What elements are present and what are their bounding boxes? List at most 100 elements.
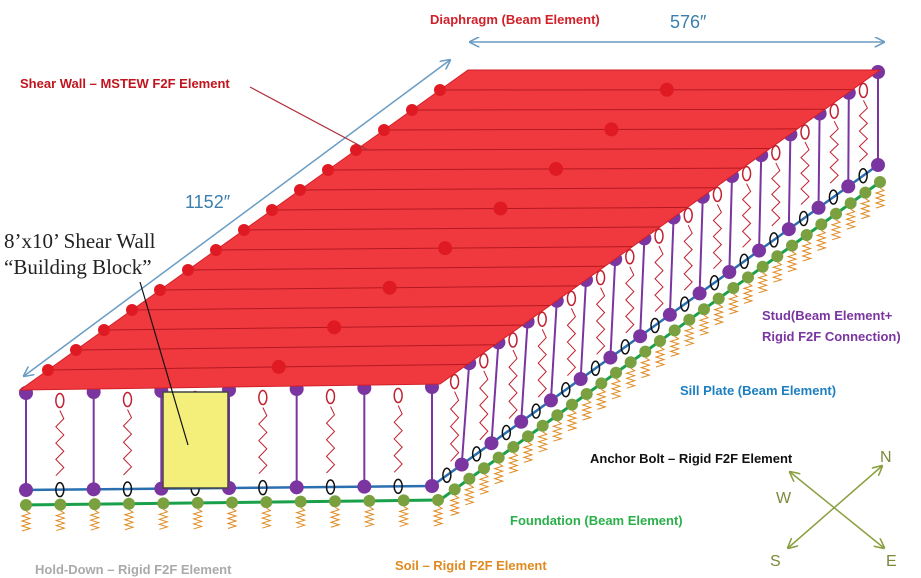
foundation-node	[20, 499, 32, 511]
stud-node	[871, 158, 885, 172]
foundation-node	[727, 282, 739, 294]
stud	[491, 342, 498, 443]
spring	[830, 121, 838, 183]
stud-node	[752, 244, 766, 258]
spring	[597, 288, 605, 355]
spring	[125, 510, 133, 530]
spring	[365, 507, 373, 527]
hold-down	[259, 391, 267, 405]
spring	[228, 509, 236, 529]
node	[266, 204, 278, 216]
spring	[671, 336, 679, 356]
spring	[743, 184, 751, 248]
hold-down	[509, 333, 517, 347]
spring	[194, 509, 202, 529]
spring	[684, 225, 692, 290]
hold-down	[830, 104, 838, 118]
spring	[583, 400, 591, 420]
node	[70, 344, 82, 356]
spring	[56, 511, 64, 531]
foundation-node	[123, 498, 135, 510]
spring	[465, 485, 473, 505]
node	[549, 162, 563, 176]
spring	[567, 308, 575, 375]
hold-down	[626, 250, 634, 264]
stud	[819, 114, 820, 208]
foundation-node	[432, 494, 444, 506]
spring	[509, 453, 517, 473]
stud-node	[290, 480, 304, 494]
foundation-node	[329, 495, 341, 507]
foundation-node	[449, 483, 461, 495]
spring	[22, 511, 30, 531]
hold-down	[56, 394, 64, 408]
hold-down	[394, 389, 402, 403]
foundation-node	[610, 367, 622, 379]
hold-down	[597, 271, 605, 285]
spring	[524, 442, 532, 462]
stud-node	[455, 458, 469, 472]
spring	[832, 220, 840, 240]
stud-node	[841, 179, 855, 193]
spring	[91, 510, 99, 530]
spring	[480, 474, 488, 494]
stud	[521, 322, 527, 422]
foundation-node	[398, 494, 410, 506]
foundation-node	[698, 303, 710, 315]
spring	[817, 230, 825, 250]
spring	[876, 188, 884, 208]
compass-e: E	[886, 553, 897, 570]
label: Anchor Bolt – Rigid F2F Element	[590, 451, 793, 466]
stud-node	[603, 351, 617, 365]
hold-down	[801, 125, 809, 139]
hold-down	[124, 393, 132, 407]
foundation-node	[463, 473, 475, 485]
foundation-node	[757, 261, 769, 273]
spring	[259, 408, 267, 474]
node	[438, 241, 452, 255]
spring	[509, 350, 517, 419]
spring	[597, 389, 605, 409]
foundation-node	[654, 335, 666, 347]
hold-down	[684, 208, 692, 222]
foundation-node	[260, 496, 272, 508]
stud	[640, 238, 644, 336]
spring	[434, 506, 442, 526]
node	[42, 364, 54, 376]
foundation-node	[859, 187, 871, 199]
node	[406, 104, 418, 116]
stud-node	[812, 201, 826, 215]
stud-node	[19, 483, 33, 497]
hold-down	[772, 146, 780, 160]
label: Diaphragm (Beam Element)	[430, 12, 600, 27]
node	[294, 184, 306, 196]
stud-node	[633, 329, 647, 343]
spring	[700, 315, 708, 335]
dimension: 1152″	[185, 192, 231, 212]
spring	[759, 273, 767, 293]
label: Stud(Beam Element+	[762, 308, 893, 323]
spring	[124, 410, 132, 476]
spring	[803, 241, 811, 261]
spring	[685, 326, 693, 346]
spring	[656, 347, 664, 367]
foundation-node	[507, 441, 519, 453]
spring	[859, 100, 867, 161]
node	[494, 202, 508, 216]
foundation-node	[493, 452, 505, 464]
stud-node	[357, 480, 371, 494]
hold-down	[451, 375, 459, 389]
foundation-node	[669, 324, 681, 336]
dimension: 576″	[670, 12, 707, 32]
stud	[551, 301, 557, 401]
building-block	[163, 392, 228, 488]
foundation-node	[226, 497, 238, 509]
foundation-node	[54, 499, 66, 511]
stud	[670, 218, 674, 315]
node	[154, 284, 166, 296]
stud-node	[722, 265, 736, 279]
label: Soil – Rigid F2F Element	[395, 558, 547, 573]
node	[660, 83, 674, 97]
spring	[56, 411, 64, 476]
label: Foundation (Beam Element)	[510, 513, 683, 528]
